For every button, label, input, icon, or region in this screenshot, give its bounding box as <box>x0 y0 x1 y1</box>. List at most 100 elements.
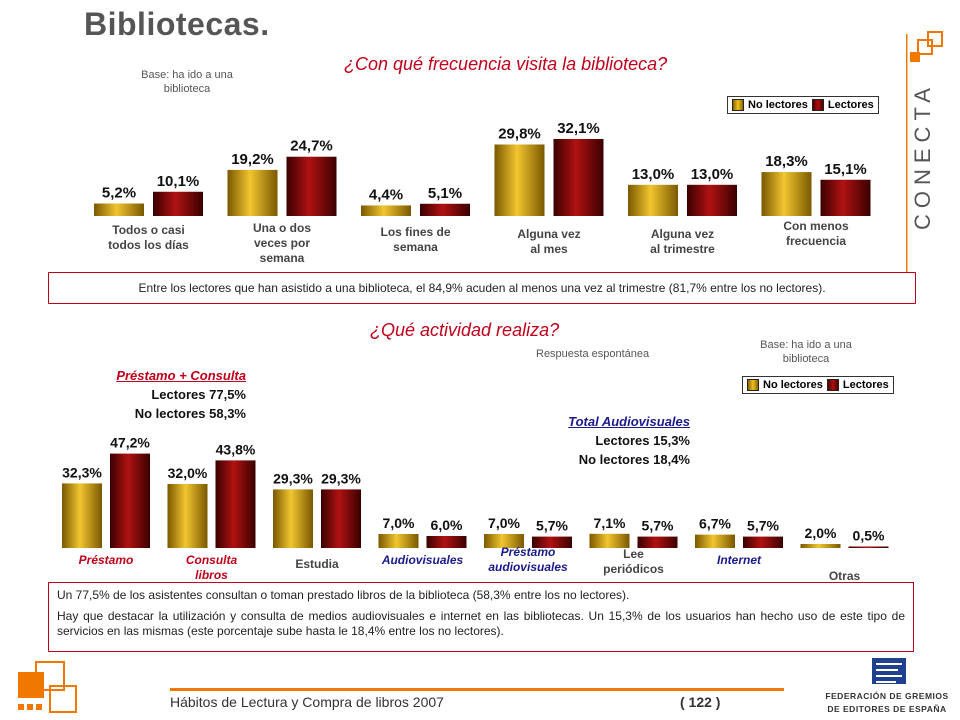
conecta-logo <box>906 31 943 274</box>
bar-lectores <box>553 138 604 216</box>
category-label: todos los días <box>108 238 189 252</box>
category-label: Lee <box>623 547 644 561</box>
data-label-lectores: 43,8% <box>216 441 256 457</box>
bar-lectores <box>286 156 337 216</box>
bar-no-lectores <box>94 203 144 216</box>
category-label: periódicos <box>603 562 664 576</box>
category-label: Todos o casi <box>112 223 184 237</box>
data-label-no-lectores: 5,2% <box>102 185 136 202</box>
legend-swatch-no-lectores <box>747 379 759 391</box>
highlight-prestamo-consulta: Préstamo + Consulta Lectores 77,5% No le… <box>60 366 246 423</box>
legend-swatch-lectores <box>811 99 824 111</box>
data-label-no-lectores: 32,0% <box>168 465 208 481</box>
category-label: audiovisuales <box>488 560 568 574</box>
bar-lectores <box>743 536 783 548</box>
note-box-1: Entre los lectores que han asistido a un… <box>48 272 916 304</box>
legend-label-no-lectores: No lectores <box>748 99 808 111</box>
category-label: semana <box>260 251 305 265</box>
bar-no-lectores <box>628 184 678 216</box>
note-2-paragraph-1: Un 77,5% de los asistentes consultan o t… <box>57 588 630 602</box>
fge-name: FEDERACIÓN DE GREMIOS DE EDITORES DE ESP… <box>812 690 960 716</box>
logo-dot <box>36 704 42 710</box>
category-label: Alguna vez <box>651 227 714 241</box>
bar-no-lectores <box>589 533 630 548</box>
bar-lectores <box>110 453 150 548</box>
fge-name-line-1: FEDERACIÓN DE GREMIOS <box>825 691 949 701</box>
legend-label-no-lectores: No lectores <box>763 379 823 391</box>
note-1-text: Entre los lectores que han asistido a un… <box>138 281 826 295</box>
chart1-question: ¿Con qué frecuencia visita la biblioteca… <box>344 54 668 74</box>
category-label: Consulta <box>186 553 238 567</box>
category-label: Otras <box>829 569 861 582</box>
category-label: veces por <box>254 236 310 250</box>
bar-no-lectores <box>273 489 313 548</box>
page-title: Bibliotecas. <box>84 6 270 42</box>
note-2-paragraph-2: Hay que destacar la utilización y consul… <box>57 609 905 638</box>
data-label-no-lectores: 29,3% <box>273 470 313 486</box>
bar-lectores <box>637 536 678 548</box>
bar-no-lectores <box>378 534 419 548</box>
respuesta-espontanea: Respuesta espontánea <box>536 348 650 360</box>
chart1-base-note: Base: ha ido a una biblioteca <box>141 69 233 95</box>
footer-title: Hábitos de Lectura y Compra de libros 20… <box>170 694 444 710</box>
category-label: al mes <box>530 242 568 256</box>
data-label-no-lectores: 7,0% <box>488 515 520 531</box>
category-label: Audiovisuales <box>381 553 464 567</box>
logo-dot <box>27 704 33 710</box>
data-label-no-lectores: 18,3% <box>765 153 808 170</box>
bar-lectores <box>420 203 470 216</box>
chart1-legend: No lectores Lectores <box>727 96 879 114</box>
highlight-no-lectores: No lectores 18,4% <box>578 452 690 467</box>
legend-swatch-lectores <box>826 379 839 391</box>
data-label-no-lectores: 32,3% <box>62 464 102 480</box>
category-label: Una o dos <box>253 221 311 235</box>
footer-line <box>170 688 784 691</box>
data-label-no-lectores: 2,0% <box>805 525 837 541</box>
data-label-no-lectores: 7,0% <box>383 515 415 531</box>
footer-logo-squares <box>18 661 77 713</box>
chart2-legend: No lectores Lectores <box>742 376 894 394</box>
data-label-lectores: 32,1% <box>557 120 600 137</box>
logo-square-filled <box>910 52 920 62</box>
category-label: Préstamo <box>79 553 134 567</box>
category-label: Con menos <box>783 219 849 233</box>
data-label-lectores: 15,1% <box>824 161 867 178</box>
legend-label-lectores: Lectores <box>827 99 874 111</box>
page-number: ( 122 ) <box>680 694 721 710</box>
bar-no-lectores <box>62 483 102 548</box>
fge-name-line-2: DE EDITORES DE ESPAÑA <box>827 704 947 714</box>
category-label: libros <box>195 568 228 582</box>
logo-square-filled <box>18 672 44 698</box>
highlight-title: Total Audiovisuales <box>568 414 690 429</box>
category-label: Alguna vez <box>517 227 580 241</box>
bar-lectores <box>153 191 203 216</box>
bar-no-lectores <box>695 534 735 548</box>
data-label-no-lectores: 13,0% <box>632 166 675 183</box>
legend-label-lectores: Lectores <box>842 379 889 391</box>
category-label: Internet <box>717 553 762 567</box>
fge-logo-lines <box>876 663 902 683</box>
data-label-no-lectores: 19,2% <box>231 151 274 168</box>
note-box-2: Un 77,5% de los asistentes consultan o t… <box>48 582 914 652</box>
logo-dot <box>18 704 24 710</box>
category-label: frecuencia <box>786 234 846 248</box>
bar-lectores <box>215 460 256 548</box>
conecta-wordmark: CONECTA <box>910 82 935 230</box>
logo-square-outline <box>49 685 77 713</box>
chart2-activity: 32,3% 47,2% Préstamo 32,0% 43,8% Consultalibr… <box>62 435 889 582</box>
legend-swatch-no-lectores <box>732 99 744 111</box>
data-label-lectores: 0,5% <box>853 528 885 544</box>
category-label: Estudia <box>295 557 339 571</box>
bar-no-lectores <box>484 534 524 548</box>
bar-lectores <box>820 179 871 216</box>
fge-logo-icon <box>872 658 906 684</box>
bar-no-lectores <box>800 544 841 548</box>
category-label: Préstamo <box>501 545 556 559</box>
data-label-lectores: 29,3% <box>321 470 361 486</box>
data-label-lectores: 47,2% <box>110 435 150 451</box>
category-label: Los fines de <box>380 225 450 239</box>
data-label-lectores: 5,1% <box>428 185 462 202</box>
data-label-lectores: 13,0% <box>691 166 734 183</box>
bar-lectores <box>321 489 361 548</box>
data-label-lectores: 6,0% <box>431 517 463 533</box>
